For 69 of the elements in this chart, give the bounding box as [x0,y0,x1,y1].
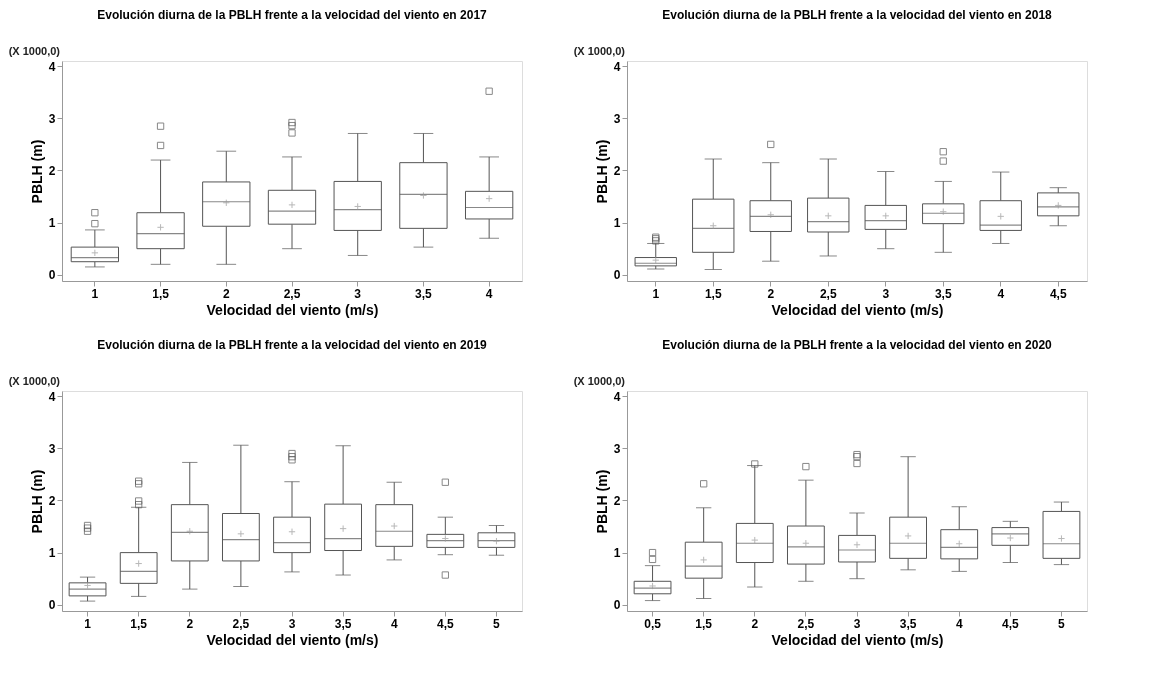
text: (X 1000,0) [8,375,61,387]
y-tick-label: 0 [613,598,621,613]
x-tick-label: 3,5 [415,286,433,301]
y-tick-label: 0 [48,598,56,613]
y-axis-title: PBLH (m) [28,469,45,534]
x-tick-label: 3,5 [899,616,917,631]
y-tick-label: 1 [613,216,621,231]
x-tick-label: 3,5 [334,616,352,631]
y-tick-label: 2 [48,493,56,508]
y-tick-label: 4 [613,389,621,404]
text: (X 1000,0) [8,45,61,57]
x-axis-title: Velocidad del viento (m/s) [771,631,944,648]
x-axis-title: Velocidad del viento (m/s) [771,301,944,318]
x-tick-label: 2 [751,616,759,631]
y-tick-label: 3 [48,111,56,126]
x-tick-label: 1 [652,286,660,301]
x-tick-label: 5 [1058,616,1066,631]
x-tick-label: 1,5 [704,286,722,301]
x-tick-label: 3 [288,616,296,631]
text: (X 1000,0) [573,45,626,57]
x-tick-label: 2 [186,616,194,631]
x-tick-label: 4,5 [436,616,454,631]
y-tick-label: 2 [48,163,56,178]
x-tick-label: 2 [767,286,775,301]
x-tick-label: 2,5 [232,616,250,631]
y-tick-label: 4 [48,389,56,404]
y-tick-label: 1 [48,546,56,561]
x-axis-title: Velocidad del viento (m/s) [206,301,379,318]
y-tick-label: 1 [48,216,56,231]
x-tick-label: 0,5 [644,616,662,631]
x-tick-label: 4,5 [1049,286,1067,301]
y-axis-title: PBLH (m) [593,469,610,534]
text: (X 1000,0) [573,375,626,387]
x-tick-label: 4 [955,616,963,631]
x-tick-label: 1 [84,616,92,631]
x-tick-label: 5 [493,616,501,631]
y-tick-label: 3 [613,441,621,456]
x-tick-label: 3 [882,286,890,301]
x-tick-label: 2,5 [283,286,301,301]
x-tick-label: 1,5 [695,616,713,631]
x-tick-label: 4 [485,286,493,301]
x-tick-label: 2,5 [819,286,837,301]
chart-title: Evolución diurna de la PBLH frente a la velocidad del viento en 2020 [662,338,1053,352]
x-tick-label: 1,5 [130,616,148,631]
x-tick-label: 4,5 [1001,616,1019,631]
y-tick-label: 2 [613,493,621,508]
y-axis-title: PBLH (m) [28,139,45,204]
chart-title: Evolución diurna de la PBLH frente a la velocidad del viento en 2019 [97,338,488,352]
chart-title: Evolución diurna de la PBLH frente a la velocidad del viento en 2018 [662,8,1053,22]
y-tick-label: 1 [613,546,621,561]
x-tick-label: 4 [997,286,1005,301]
y-tick-label: 0 [48,268,56,283]
y-tick-label: 4 [48,59,56,74]
y-tick-label: 3 [48,441,56,456]
x-tick-label: 3 [354,286,362,301]
x-tick-label: 2 [222,286,230,301]
x-tick-label: 4 [390,616,398,631]
x-tick-label: 1,5 [152,286,170,301]
y-axis-title: PBLH (m) [593,139,610,204]
y-tick-label: 4 [613,59,621,74]
x-axis-title: Velocidad del viento (m/s) [206,631,379,648]
y-tick-label: 0 [613,268,621,283]
y-tick-label: 3 [613,111,621,126]
y-tick-label: 2 [613,163,621,178]
chart-title: Evolución diurna de la PBLH frente a la velocidad del viento en 2017 [97,8,488,22]
x-tick-label: 3,5 [934,286,952,301]
x-tick-label: 2,5 [797,616,815,631]
x-tick-label: 1 [91,286,99,301]
x-tick-label: 3 [853,616,861,631]
